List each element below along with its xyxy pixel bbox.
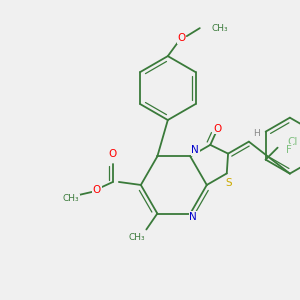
Text: O: O: [214, 124, 222, 134]
Text: O: O: [109, 149, 117, 159]
Text: F: F: [286, 145, 292, 154]
Text: CH₃: CH₃: [63, 194, 80, 203]
Text: O: O: [93, 185, 101, 195]
Text: CH₃: CH₃: [128, 233, 145, 242]
Text: N: N: [189, 212, 197, 221]
Text: Cl: Cl: [288, 136, 298, 147]
Text: O: O: [178, 33, 186, 43]
Text: S: S: [225, 178, 232, 188]
Text: CH₃: CH₃: [212, 24, 228, 33]
Text: H: H: [254, 129, 260, 138]
Text: N: N: [191, 146, 199, 155]
